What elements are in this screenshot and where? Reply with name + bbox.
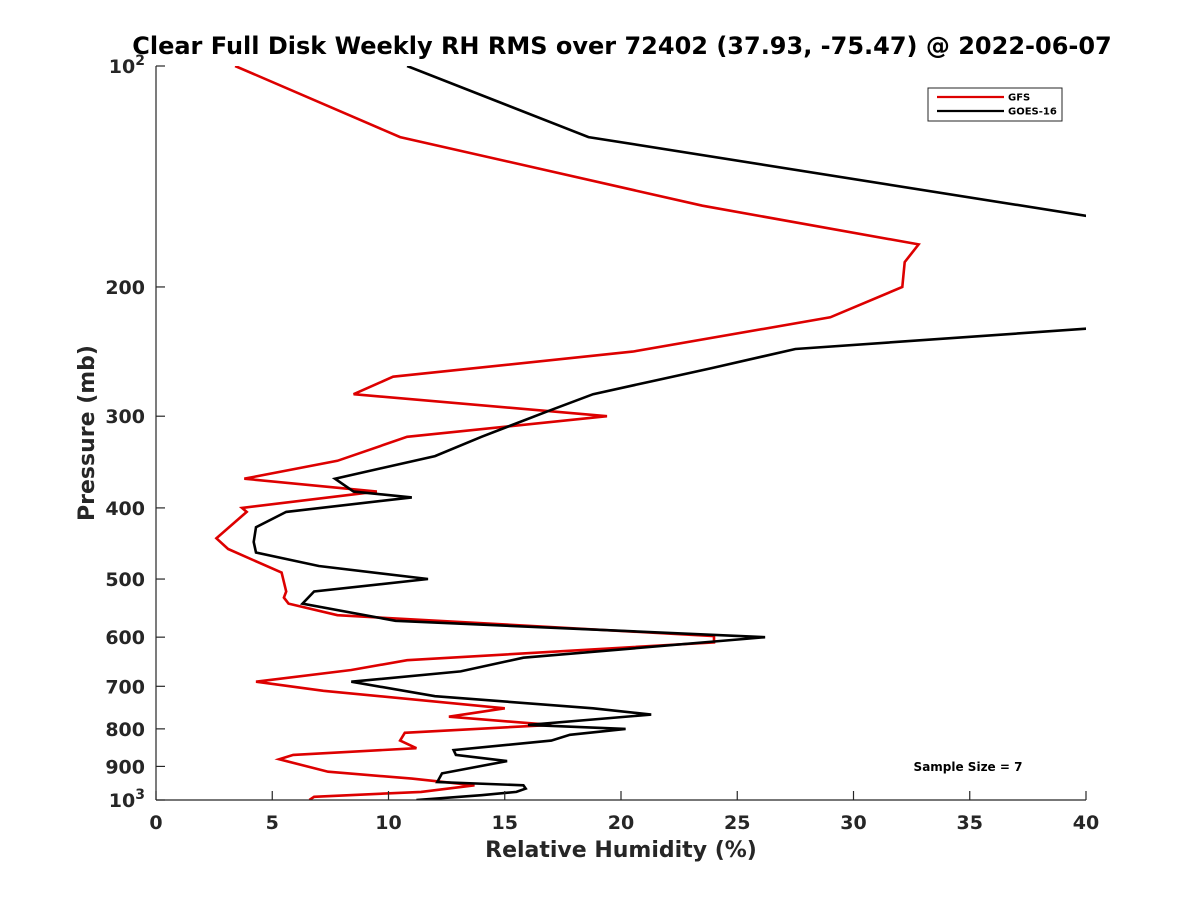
plot-lines <box>214 66 1086 800</box>
y-tick-label: 102 <box>109 53 145 78</box>
legend-box <box>927 87 1063 122</box>
x-tick-label: 15 <box>492 812 518 834</box>
chart-title: Clear Full Disk Weekly RH RMS over 72402… <box>132 32 1112 60</box>
axes <box>155 66 1086 801</box>
series-line-gfs <box>214 66 921 800</box>
y-tick-label: 800 <box>105 719 145 741</box>
y-tick-label: 200 <box>105 277 145 299</box>
legend-label: GOES-16 <box>1008 107 1057 118</box>
sample-size-annotation: Sample Size = 7 <box>914 760 1023 774</box>
x-tick-label: 40 <box>1073 812 1099 834</box>
x-tick-label: 30 <box>840 812 866 834</box>
x-tick-label: 10 <box>375 812 401 834</box>
y-tick-label: 700 <box>105 676 145 698</box>
y-tick-label: 300 <box>105 406 145 428</box>
x-tick-label: 0 <box>149 812 162 834</box>
x-tick-label: 5 <box>266 812 279 834</box>
legend-label: GFS <box>1008 93 1030 104</box>
series-line-goes-16 <box>252 66 1086 800</box>
y-tick-label: 600 <box>105 627 145 649</box>
y-tick-label: 900 <box>105 756 145 778</box>
ticks: 0 5 10 15 20 25 30 35 40 102 200 300 400 500 600 700 800… <box>105 53 1099 834</box>
y-axis-label: Pressure (mb) <box>75 345 100 521</box>
x-tick-label: 20 <box>608 812 634 834</box>
legend: GFS GOES-16 <box>927 87 1063 122</box>
x-axis-label: Relative Humidity (%) <box>485 838 757 863</box>
x-tick-label: 35 <box>957 812 983 834</box>
y-tick-label: 103 <box>109 787 145 812</box>
x-tick-label: 25 <box>724 812 750 834</box>
y-tick-label: 500 <box>105 569 145 591</box>
y-tick-label: 400 <box>105 498 145 520</box>
